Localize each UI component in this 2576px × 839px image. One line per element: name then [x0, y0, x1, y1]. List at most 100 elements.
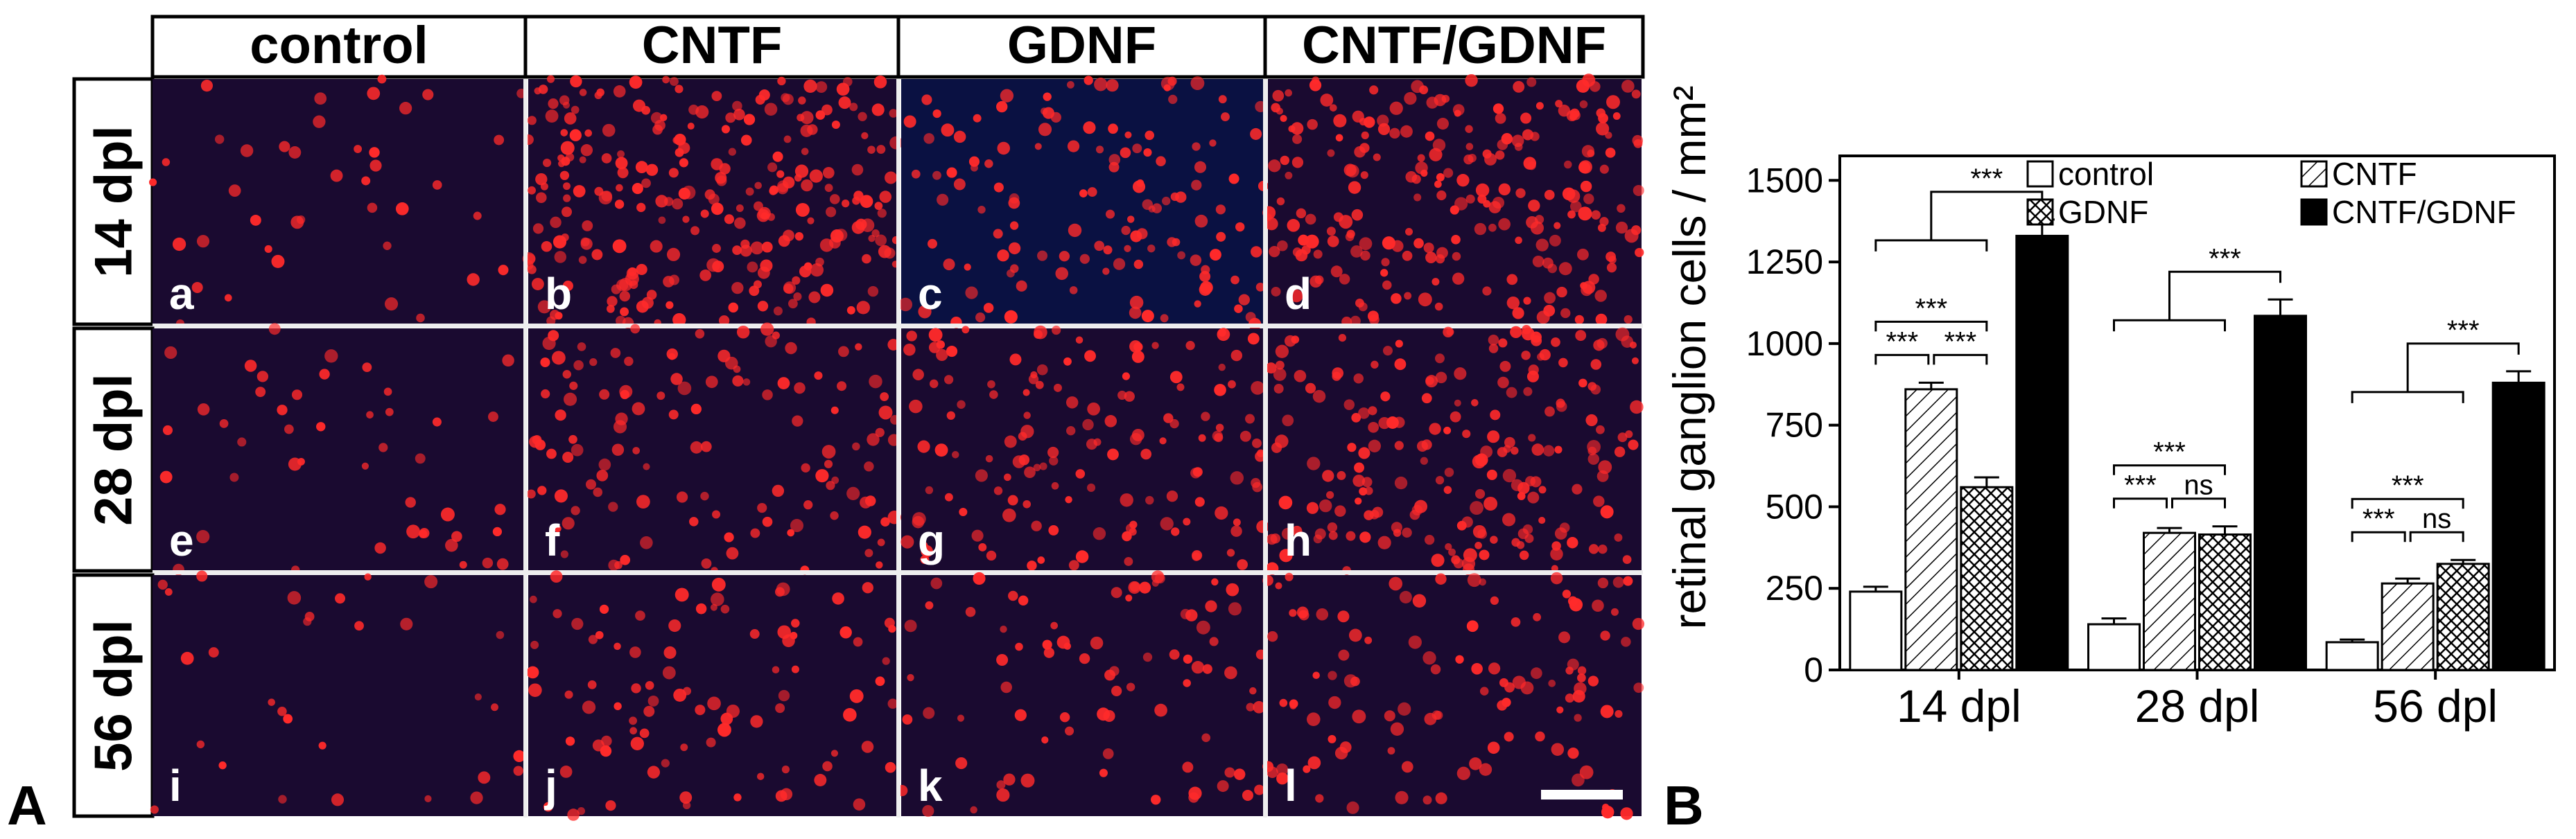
- cell-dot: [925, 601, 934, 610]
- scale-bar: [1541, 790, 1623, 800]
- cell-dot: [1523, 297, 1531, 305]
- cell-dot: [747, 261, 758, 273]
- cell-dot: [711, 158, 723, 170]
- cell-dot: [1558, 631, 1571, 644]
- cell-dot: [1434, 711, 1443, 720]
- cell-dot: [564, 690, 573, 699]
- cell-dot: [1435, 371, 1447, 384]
- cell-dot: [1132, 143, 1142, 154]
- cell-dot: [1506, 274, 1518, 285]
- cell-dot: [1102, 748, 1114, 759]
- cell-dot: [1306, 712, 1321, 727]
- cell-dot: [654, 120, 665, 131]
- cell-dot: [975, 312, 986, 323]
- cell-dot: [1242, 789, 1253, 802]
- cell-dot: [1409, 509, 1420, 520]
- cell-dot: [707, 696, 721, 711]
- cell-dot: [1201, 265, 1210, 274]
- cell-dot: [277, 706, 287, 716]
- cell-dot: [635, 161, 648, 174]
- cell-dot: [255, 387, 266, 398]
- cell-dot: [1113, 258, 1126, 270]
- cell-dot: [792, 276, 801, 285]
- cell-dot: [824, 184, 833, 193]
- error-bar: [2506, 370, 2532, 383]
- cell-dot: [459, 560, 467, 569]
- cell-dot: [792, 415, 803, 427]
- cell-dot: [543, 159, 552, 168]
- cell-dot: [855, 343, 862, 351]
- cell-dot: [613, 420, 627, 434]
- cell-dot: [1599, 164, 1609, 174]
- cell-dot: [1624, 315, 1633, 324]
- cell-dot: [1482, 286, 1492, 296]
- cell-dot: [925, 486, 934, 495]
- cell-dot: [1350, 676, 1360, 687]
- cell-dot: [761, 241, 773, 253]
- cell-dot: [1041, 107, 1048, 115]
- cell-dot: [680, 743, 688, 752]
- cell-dot: [1284, 335, 1296, 347]
- cell-dot: [1084, 76, 1093, 85]
- cell-dot: [1599, 217, 1609, 227]
- cell-dot: [1404, 91, 1417, 105]
- cell-dot: [798, 96, 806, 105]
- cell-dot: [838, 346, 849, 357]
- cell-dot: [852, 196, 860, 205]
- cell-dot: [1488, 334, 1499, 346]
- micrograph: [526, 570, 898, 821]
- cell-dot: [552, 235, 567, 249]
- cell-dot: [1313, 534, 1323, 544]
- cell-dot: [629, 727, 638, 735]
- cell-dot: [815, 469, 829, 483]
- cell-dot: [541, 240, 552, 252]
- cell-dot: [1461, 516, 1473, 528]
- cell-dot: [830, 406, 839, 414]
- cell-dot: [1052, 326, 1061, 335]
- error-bar: [2395, 577, 2421, 584]
- cell-dot: [565, 736, 575, 746]
- cell-dot: [728, 302, 739, 313]
- cell-dot: [1022, 500, 1032, 509]
- cell-dot: [777, 625, 791, 639]
- cell-dot: [1521, 351, 1531, 360]
- cell-dot: [1382, 346, 1393, 356]
- cell-dot: [335, 593, 346, 604]
- cell-dot: [907, 673, 914, 682]
- cell-dot: [1605, 148, 1616, 158]
- cell-dot: [369, 159, 382, 172]
- cell-dot: [1350, 245, 1363, 258]
- cell-dot: [829, 194, 840, 204]
- cell-dot: [864, 549, 873, 558]
- cell-dot: [630, 324, 641, 334]
- cell-dot: [1291, 525, 1303, 536]
- cell-dot: [1170, 192, 1180, 202]
- cell-dot: [781, 93, 790, 103]
- cell-dot: [1050, 621, 1059, 630]
- cell-dot: [290, 215, 304, 229]
- micrograph-background: [901, 575, 1264, 816]
- cell-dot: [1361, 131, 1369, 139]
- cell-dot: [268, 323, 281, 335]
- cell-dot: [1479, 763, 1492, 776]
- cell-dot: [780, 788, 793, 801]
- cell-dot: [720, 604, 730, 614]
- cell-dot: [1209, 139, 1217, 147]
- cell-dot: [731, 281, 744, 294]
- cell-dot: [1004, 435, 1017, 448]
- cell-dot: [526, 666, 539, 679]
- cell-dot: [1066, 426, 1076, 436]
- cell-dot: [922, 804, 934, 818]
- panel-label: A: [7, 775, 47, 836]
- cell-dot: [1075, 336, 1084, 344]
- cell-dot: [1359, 531, 1371, 543]
- cell-dot: [180, 651, 194, 665]
- cell-dot: [1497, 139, 1508, 150]
- cell-dot: [861, 132, 869, 140]
- cell-dot: [1488, 223, 1497, 232]
- cell-dot: [1028, 374, 1039, 385]
- cell-dot: [1168, 94, 1178, 105]
- cell-dot: [1211, 578, 1219, 586]
- cell-dot: [1532, 255, 1544, 267]
- cell-dot: [880, 517, 890, 527]
